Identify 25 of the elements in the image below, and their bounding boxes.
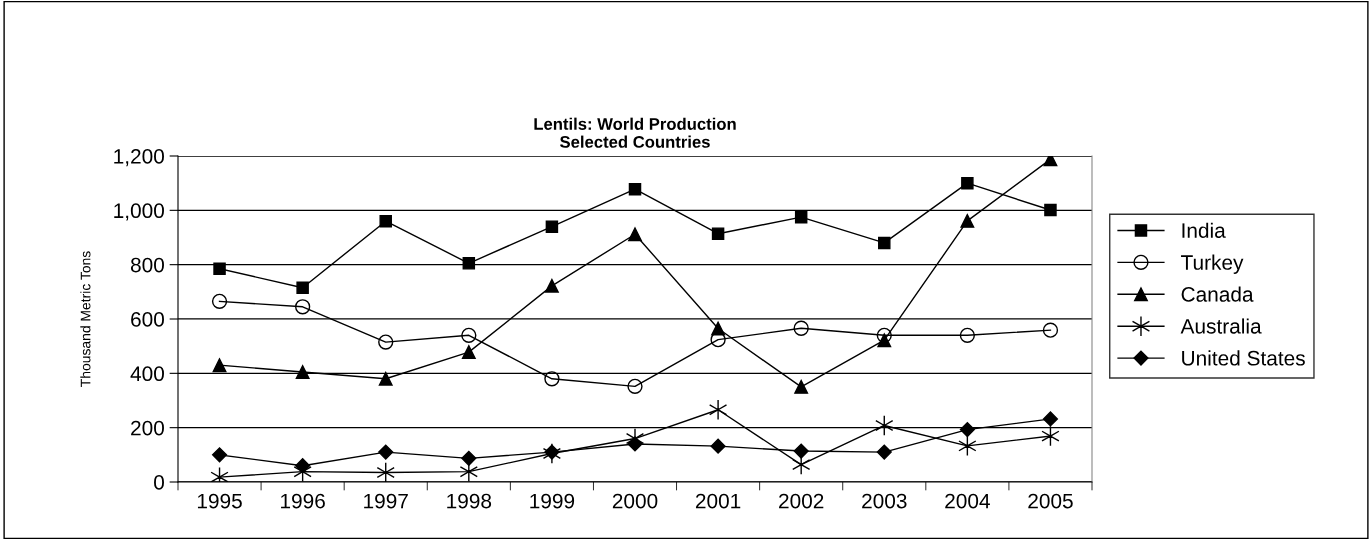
x-tick-label: 2000 xyxy=(612,493,658,509)
y-tick-label: 1,200 xyxy=(114,149,164,167)
legend-label: United States xyxy=(1182,350,1305,366)
y-tick-label: 600 xyxy=(131,312,164,327)
x-tick-label: 1996 xyxy=(281,493,325,509)
x-tick-label: 1998 xyxy=(447,493,492,509)
x-tick-label: 2005 xyxy=(1028,493,1073,509)
x-tick-label: 1997 xyxy=(364,493,408,509)
x-tick-label: 1999 xyxy=(530,493,575,509)
x-tick-label: 2001 xyxy=(695,493,741,509)
legend-label: Canada xyxy=(1181,286,1254,302)
legend-label: Australia xyxy=(1180,318,1262,334)
x-tick-label: 2004 xyxy=(945,493,990,509)
x-tick-label: 1995 xyxy=(197,493,242,509)
chart-title: Lentils: World Production Selected Countries xyxy=(534,117,736,148)
x-tick-label: 2003 xyxy=(862,493,907,509)
y-tick-label: 800 xyxy=(130,257,164,273)
y-axis-title: Thousand Metric Tons xyxy=(80,251,91,387)
legend-label: Turkey xyxy=(1181,254,1244,274)
y-tick-label: 1,000 xyxy=(114,203,164,221)
x-tick-label: 2002 xyxy=(779,493,824,509)
y-tick-label: 200 xyxy=(131,420,164,436)
legend-label: India xyxy=(1182,222,1226,238)
y-tick-label: 400 xyxy=(130,366,164,382)
y-tick-label: 0 xyxy=(154,475,164,490)
